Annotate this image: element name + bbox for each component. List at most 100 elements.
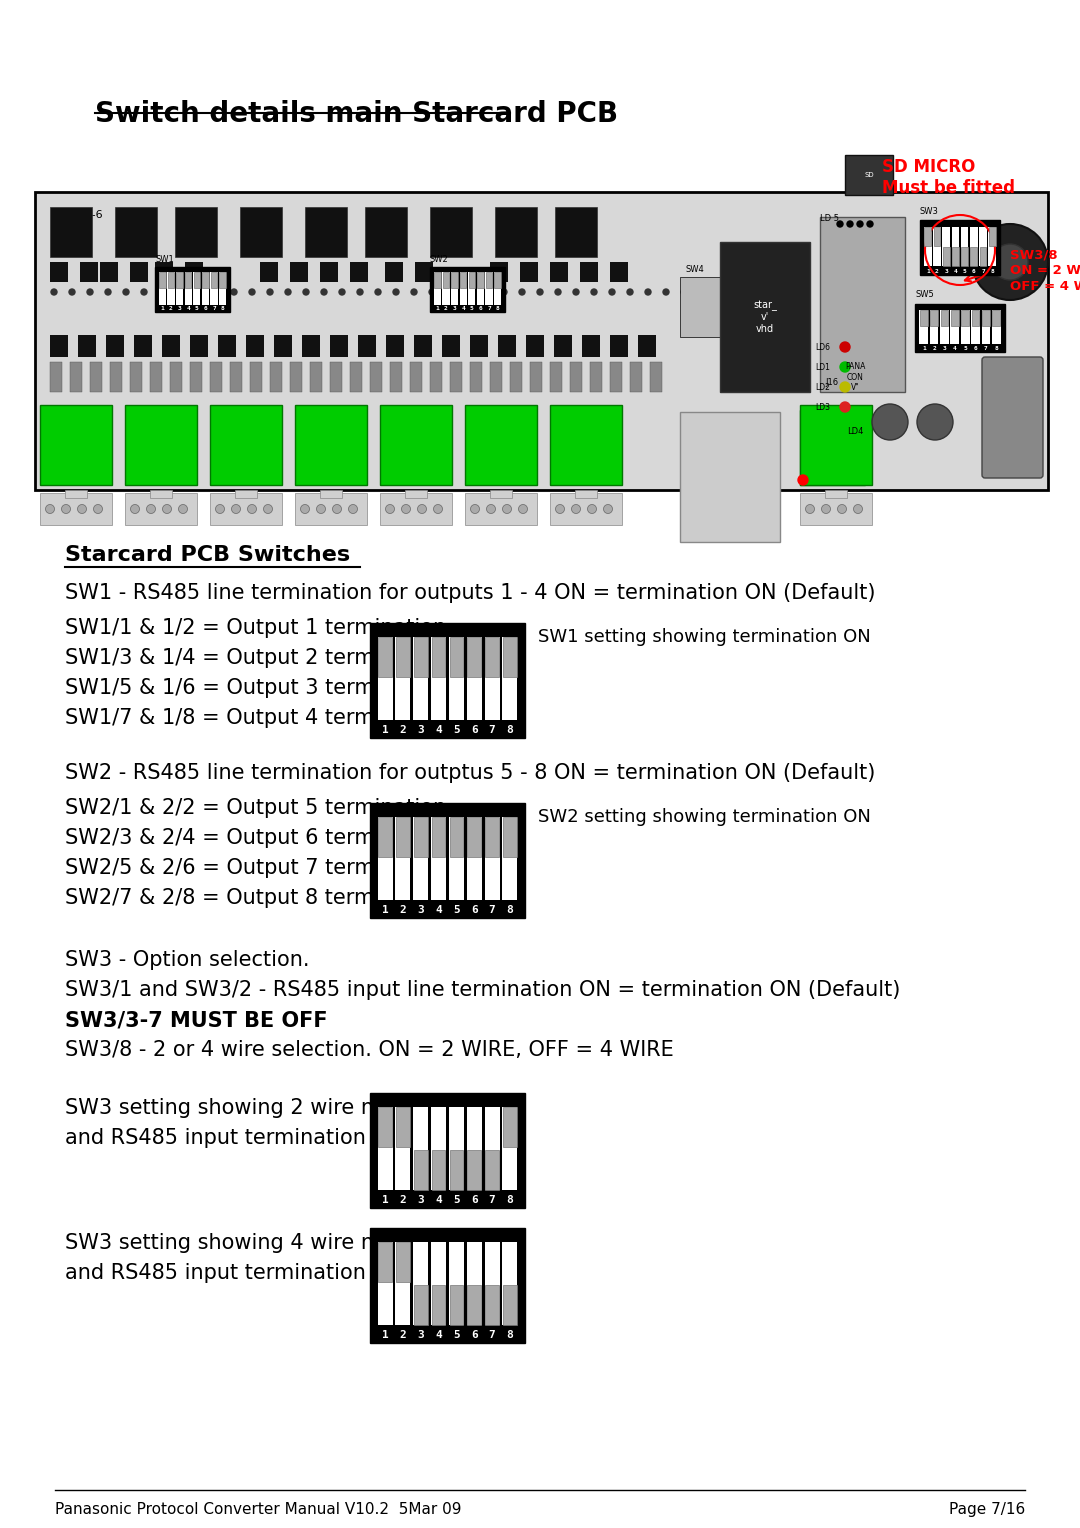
Circle shape [663, 289, 669, 295]
Circle shape [123, 289, 129, 295]
Circle shape [993, 244, 1028, 280]
Bar [295, 494, 367, 526]
Bar [503, 637, 516, 677]
Text: 2: 2 [932, 347, 936, 351]
Text: 1: 1 [381, 905, 389, 915]
Bar [570, 362, 582, 393]
Circle shape [972, 225, 1048, 299]
Bar [202, 272, 208, 287]
Text: 1: 1 [381, 1195, 389, 1206]
Bar [720, 241, 810, 393]
Bar [378, 1242, 392, 1282]
Text: SW1/1 & 1/2 = Output 1 termination: SW1/1 & 1/2 = Output 1 termination [65, 617, 446, 639]
Bar [414, 335, 432, 358]
FancyBboxPatch shape [982, 358, 1043, 478]
Circle shape [571, 504, 581, 513]
Circle shape [837, 222, 843, 228]
Circle shape [231, 289, 237, 295]
Bar [130, 261, 148, 283]
Bar [449, 1106, 464, 1190]
Bar [449, 637, 464, 720]
Bar [378, 817, 393, 900]
Bar [442, 335, 460, 358]
Circle shape [78, 504, 86, 513]
Bar [176, 272, 184, 304]
Bar [469, 272, 475, 287]
Bar [378, 1242, 393, 1325]
Circle shape [627, 289, 633, 295]
Bar [449, 817, 463, 857]
Bar [432, 1285, 445, 1325]
Text: SD MICRO
Must be fitted: SD MICRO Must be fitted [882, 157, 1015, 197]
Bar [490, 362, 502, 393]
Bar [193, 272, 201, 304]
Bar [414, 1106, 429, 1190]
Bar [449, 1151, 463, 1190]
Bar [219, 272, 226, 287]
Bar [386, 335, 404, 358]
Bar [468, 817, 481, 857]
Bar [430, 267, 505, 312]
Text: 4: 4 [435, 905, 442, 915]
Text: SW2/1 & 2/2 = Output 5 termination: SW2/1 & 2/2 = Output 5 termination [65, 798, 446, 817]
Circle shape [483, 289, 489, 295]
Bar [485, 817, 500, 900]
Bar [933, 226, 941, 246]
Bar [825, 490, 847, 498]
Bar [972, 310, 980, 327]
Circle shape [717, 289, 723, 295]
Bar [451, 272, 458, 287]
Bar [390, 362, 402, 393]
Text: SW1/5 & 1/6 = Output 3 termination: SW1/5 & 1/6 = Output 3 termination [65, 678, 446, 698]
Bar [210, 362, 222, 393]
Text: SW3 setting showing 2 wire mode selected: SW3 setting showing 2 wire mode selected [65, 1099, 515, 1118]
Text: 4: 4 [435, 1195, 442, 1206]
Circle shape [213, 289, 219, 295]
Bar [384, 261, 403, 283]
Bar [125, 494, 197, 526]
Bar [193, 272, 200, 287]
Circle shape [147, 504, 156, 513]
Bar [610, 261, 627, 283]
Bar [357, 335, 376, 358]
Bar [630, 362, 642, 393]
Bar [485, 1285, 499, 1325]
Text: 4: 4 [461, 307, 465, 312]
Text: 2: 2 [400, 1195, 406, 1206]
Bar [982, 310, 990, 344]
Bar [582, 335, 600, 358]
Bar [467, 1106, 482, 1190]
Circle shape [87, 289, 93, 295]
Bar [800, 405, 872, 484]
Bar [980, 248, 986, 266]
Bar [430, 362, 442, 393]
Text: 1: 1 [161, 307, 164, 312]
Text: and RS485 input termination ON: and RS485 input termination ON [65, 1264, 404, 1284]
Text: SW5: SW5 [915, 290, 934, 299]
Text: 3: 3 [943, 347, 946, 351]
Circle shape [486, 504, 496, 513]
Bar [924, 226, 931, 246]
Circle shape [837, 504, 847, 513]
Bar [970, 226, 977, 266]
Text: 5: 5 [453, 1195, 460, 1206]
Text: 3: 3 [417, 905, 424, 915]
Text: 7: 7 [488, 1331, 496, 1340]
Bar [431, 1106, 446, 1190]
Circle shape [806, 504, 814, 513]
Circle shape [418, 504, 427, 513]
Bar [350, 261, 368, 283]
Circle shape [429, 289, 435, 295]
Bar [219, 272, 227, 304]
Bar [550, 405, 622, 484]
Bar [218, 335, 237, 358]
Bar [485, 637, 499, 677]
Bar [295, 405, 367, 484]
Bar [449, 637, 463, 677]
Bar [951, 226, 959, 266]
Text: 6: 6 [471, 1331, 477, 1340]
Text: 7: 7 [488, 726, 496, 735]
Text: 1: 1 [435, 307, 440, 312]
Bar [396, 637, 409, 677]
Text: LD2: LD2 [815, 382, 831, 391]
